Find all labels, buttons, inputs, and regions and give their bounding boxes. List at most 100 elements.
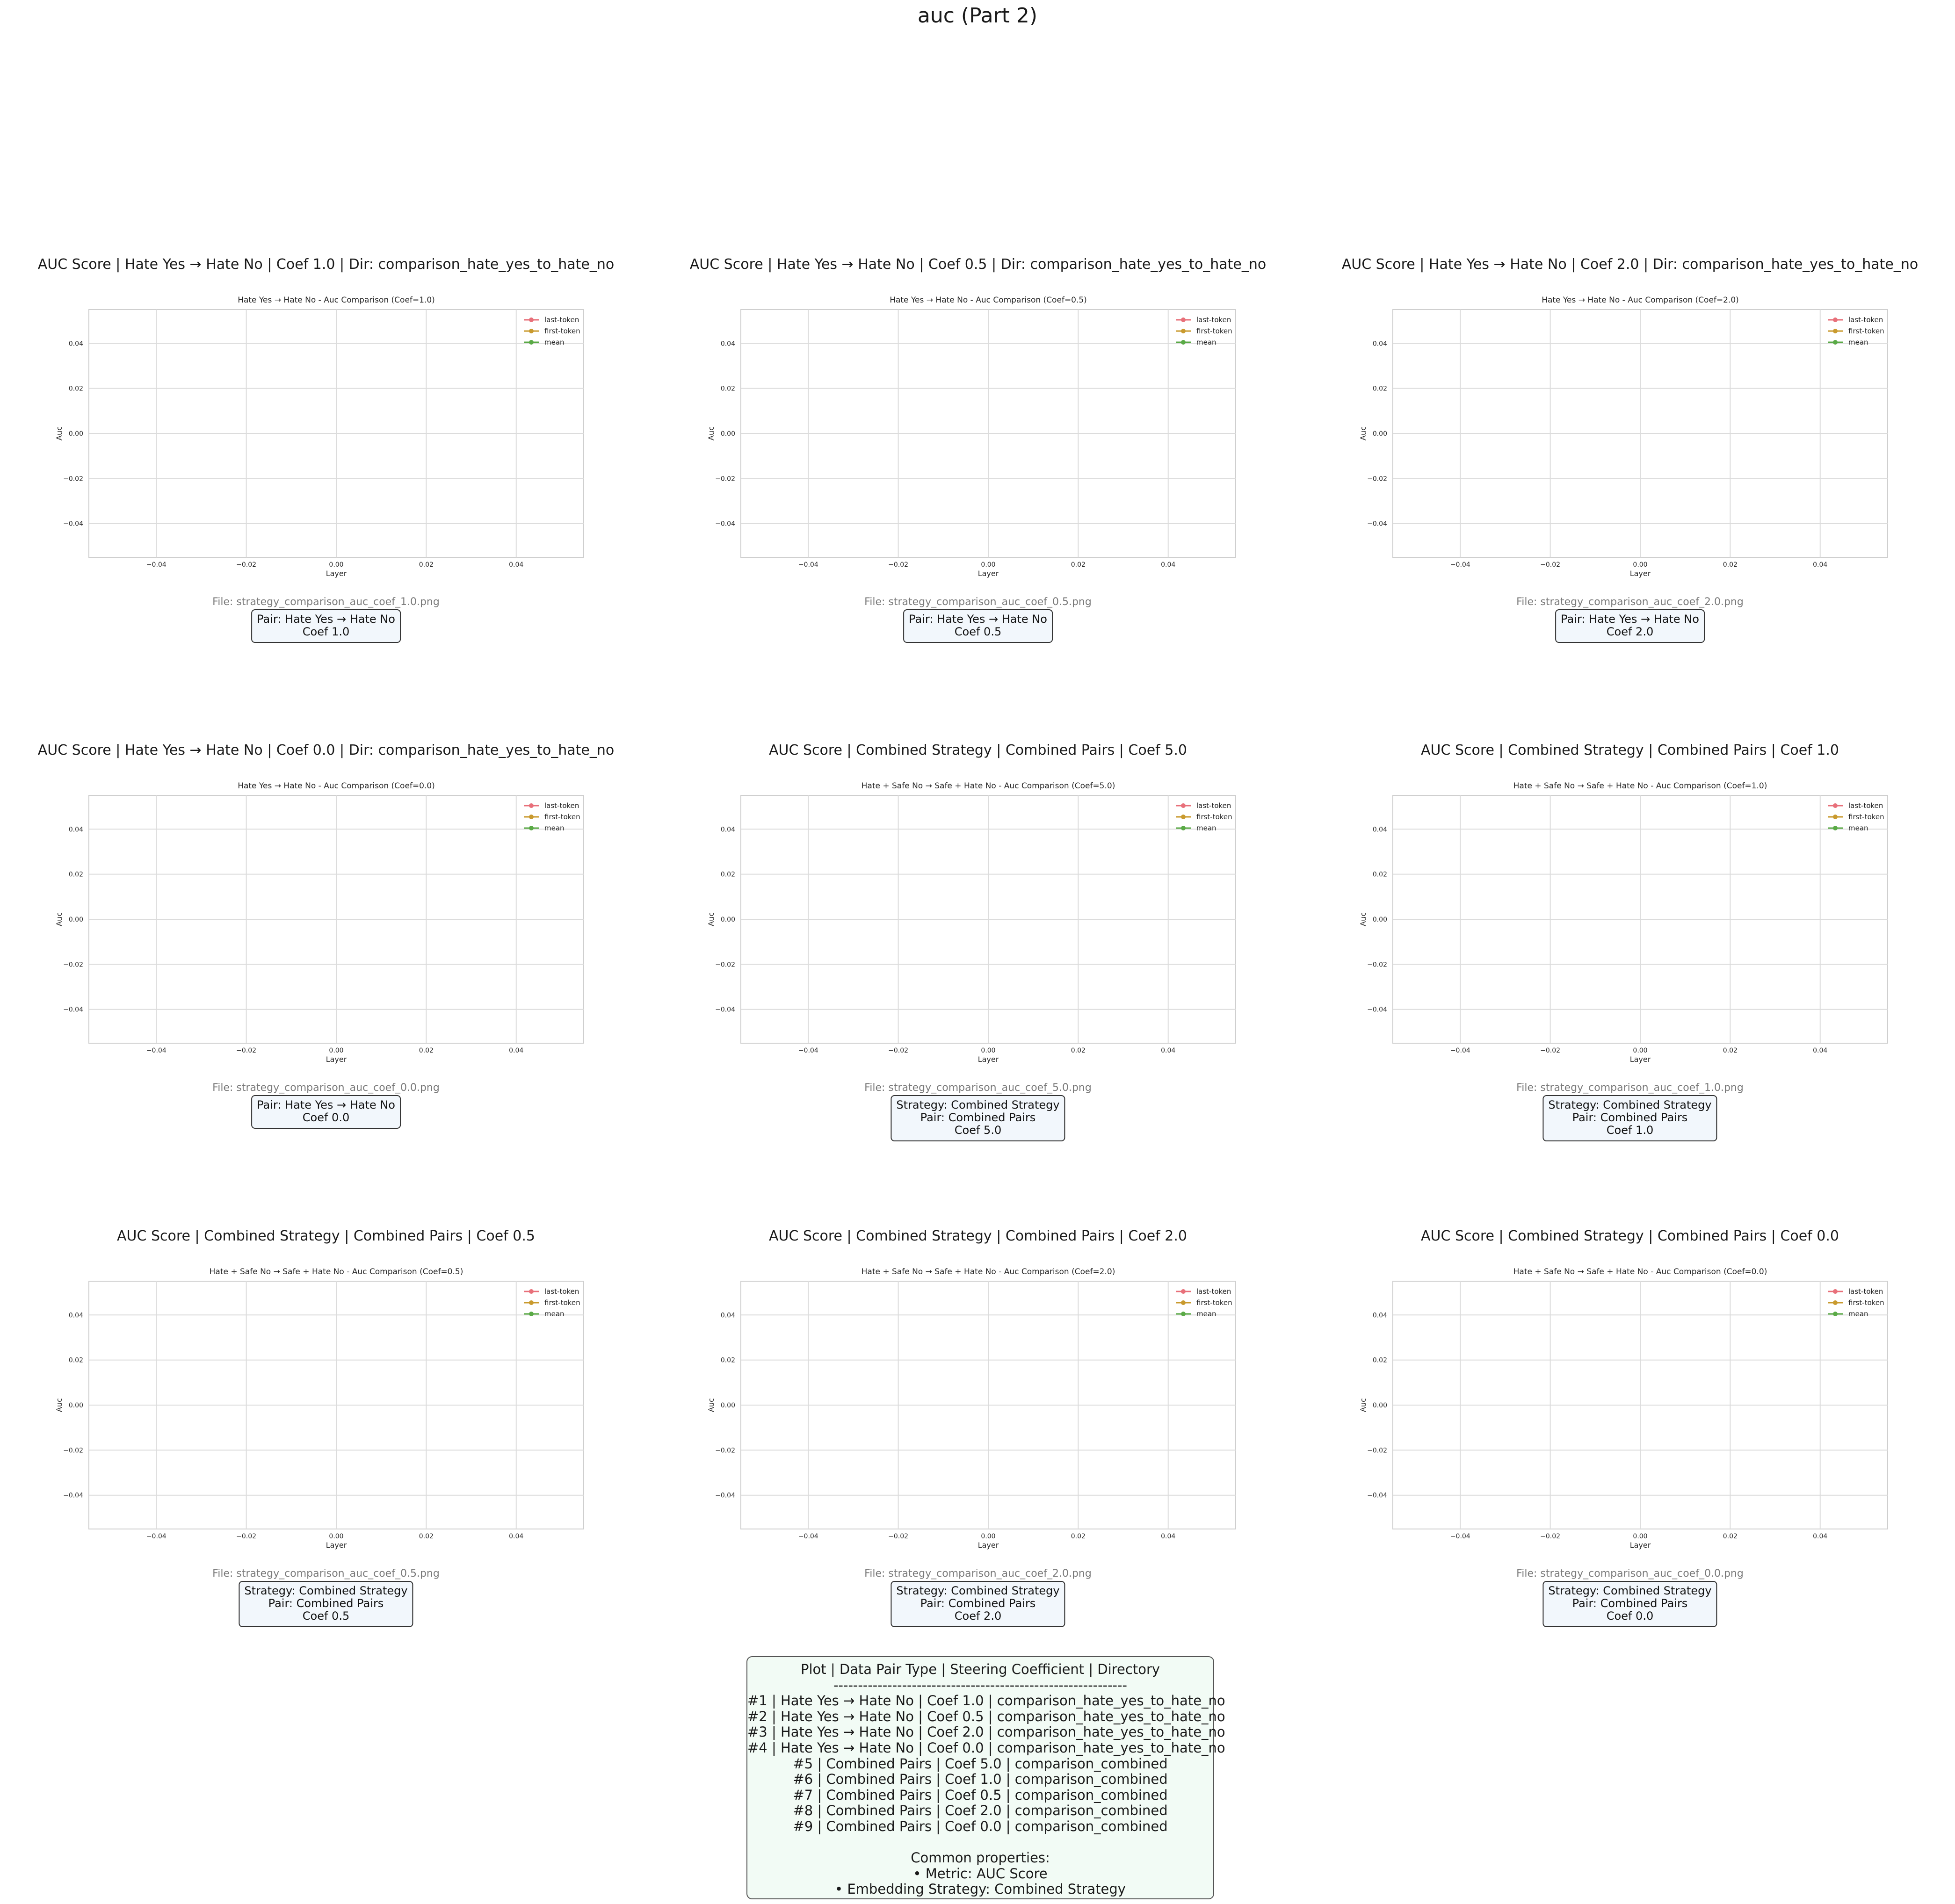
chart-title: Hate Yes → Hate No - Auc Comparison (Coe… <box>1542 296 1739 305</box>
y-tick-label: 0.02 <box>1373 1357 1387 1364</box>
x-axis-label: Layer <box>978 1541 999 1550</box>
legend-label-last-token: last-token <box>1196 1287 1231 1296</box>
y-tick-label: 0.02 <box>1373 385 1387 393</box>
legend-label-mean: mean <box>1848 338 1868 346</box>
subplot-title: AUC Score | Combined Strategy | Combined… <box>1421 742 1839 758</box>
x-tick-label: 0.00 <box>329 561 343 569</box>
y-tick-label: −0.02 <box>63 475 83 483</box>
subplot-panel: AUC Score | Hate Yes → Hate No | Coef 0.… <box>652 256 1304 743</box>
x-tick-label: −0.04 <box>146 561 167 569</box>
legend: last-token first-token mean <box>1828 801 1884 832</box>
subplot-panel: AUC Score | Combined Strategy | Combined… <box>1304 1228 1955 1714</box>
subplot-panel: AUC Score | Combined Strategy | Combined… <box>652 742 1304 1228</box>
y-tick-label: −0.04 <box>1367 520 1387 528</box>
y-tick-label: 0.04 <box>721 1312 735 1319</box>
legend-label-mean: mean <box>1196 1310 1216 1318</box>
y-tick-label: −0.02 <box>1367 475 1387 483</box>
legend-label-mean: mean <box>1848 824 1868 832</box>
legend-marker-mean <box>529 340 534 345</box>
y-tick-label: 0.00 <box>1373 1402 1387 1409</box>
legend-marker-mean <box>529 1312 534 1316</box>
legend-label-last-token: last-token <box>544 801 579 810</box>
legend-marker-first-token <box>529 329 534 333</box>
line-chart: Hate + Safe No → Safe + Hate No - Auc Co… <box>707 781 1236 1064</box>
legend-marker-last-token <box>529 803 534 808</box>
subplot-panel: AUC Score | Combined Strategy | Combined… <box>0 1228 652 1714</box>
x-tick-label: 0.04 <box>1161 561 1175 569</box>
y-tick-label: 0.04 <box>1373 826 1387 833</box>
legend-label-last-token: last-token <box>544 316 579 324</box>
legend-marker-mean <box>1181 826 1186 830</box>
chart-title: Hate Yes → Hate No - Auc Comparison (Coe… <box>238 781 435 791</box>
y-axis-label: Auc <box>1359 426 1368 440</box>
file-caption: File: strategy_comparison_auc_coef_5.0.p… <box>864 1082 1092 1094</box>
chart-title: Hate + Safe No → Safe + Hate No - Auc Co… <box>862 781 1115 791</box>
legend-marker-first-token <box>529 1300 534 1305</box>
chart-title: Hate + Safe No → Safe + Hate No - Auc Co… <box>210 1267 463 1277</box>
info-box-line: Coef 0.0 <box>1606 1609 1654 1623</box>
line-chart: Hate Yes → Hate No - Auc Comparison (Coe… <box>707 296 1236 578</box>
y-tick-label: 0.00 <box>69 430 83 438</box>
subplot-panel: AUC Score | Hate Yes → Hate No | Coef 1.… <box>0 256 652 743</box>
x-tick-label: −0.02 <box>1540 561 1560 569</box>
x-tick-label: −0.04 <box>1450 1533 1470 1540</box>
info-box-line: Coef 0.5 <box>302 1609 350 1623</box>
info-box-line: Pair: Hate Yes → Hate No <box>909 613 1047 626</box>
legend-marker-last-token <box>1181 1289 1186 1294</box>
legend-marker-first-token <box>529 815 534 819</box>
summary-line: #8 | Combined Pairs | Coef 2.0 | compari… <box>793 1803 1168 1819</box>
subplot-title: AUC Score | Hate Yes → Hate No | Coef 0.… <box>37 742 615 758</box>
legend-marker-mean <box>529 826 534 830</box>
x-tick-label: −0.04 <box>1450 1047 1470 1054</box>
x-tick-label: −0.02 <box>1540 1047 1560 1054</box>
line-chart: Hate + Safe No → Safe + Hate No - Auc Co… <box>1359 1267 1888 1550</box>
info-box: Pair: Hate Yes → Hate No Coef 2.0 <box>1555 609 1705 643</box>
x-tick-label: 0.00 <box>1633 1047 1647 1054</box>
y-tick-label: 0.02 <box>69 871 83 879</box>
info-box-line: Strategy: Combined Strategy <box>1548 1098 1712 1111</box>
y-tick-label: −0.02 <box>715 1447 735 1454</box>
chart-title: Hate + Safe No → Safe + Hate No - Auc Co… <box>862 1267 1115 1277</box>
y-tick-label: 0.04 <box>1373 1312 1387 1319</box>
subplot-title: AUC Score | Hate Yes → Hate No | Coef 2.… <box>1341 256 1919 273</box>
legend-marker-mean <box>1833 1312 1838 1316</box>
legend: last-token first-token mean <box>1828 316 1884 346</box>
summary-line: #3 | Hate Yes → Hate No | Coef 2.0 | com… <box>747 1724 1225 1740</box>
summary-line: #6 | Combined Pairs | Coef 1.0 | compari… <box>793 1771 1168 1788</box>
info-box-line: Coef 1.0 <box>1606 1124 1654 1137</box>
summary-line: #5 | Combined Pairs | Coef 5.0 | compari… <box>793 1755 1168 1772</box>
y-tick-label: 0.04 <box>69 1312 83 1319</box>
legend-marker-first-token <box>1181 815 1186 819</box>
y-tick-label: −0.04 <box>715 1492 735 1500</box>
summary-line: ----------------------------------------… <box>833 1677 1127 1693</box>
x-tick-label: 0.02 <box>1071 561 1086 569</box>
line-chart: Hate + Safe No → Safe + Hate No - Auc Co… <box>55 1267 584 1550</box>
y-tick-label: −0.02 <box>715 961 735 968</box>
legend: last-token first-token mean <box>1176 1287 1232 1318</box>
legend: last-token first-token mean <box>1176 316 1232 346</box>
y-tick-label: 0.04 <box>721 826 735 833</box>
y-tick-label: 0.02 <box>69 385 83 393</box>
x-tick-label: 0.04 <box>1161 1047 1175 1054</box>
legend-label-mean: mean <box>544 338 565 346</box>
x-axis-label: Layer <box>326 569 347 578</box>
legend-marker-last-token <box>1833 803 1838 808</box>
legend: last-token first-token mean <box>1828 1287 1884 1318</box>
legend-label-first-token: first-token <box>1848 813 1884 821</box>
y-tick-label: −0.02 <box>715 475 735 483</box>
file-caption: File: strategy_comparison_auc_coef_0.0.p… <box>1516 1568 1744 1579</box>
info-box-line: Pair: Hate Yes → Hate No <box>257 613 395 626</box>
legend-marker-mean <box>1181 340 1186 345</box>
legend-marker-last-token <box>1833 1289 1838 1294</box>
legend-label-first-token: first-token <box>1196 1298 1232 1307</box>
legend-label-mean: mean <box>1196 338 1216 346</box>
info-box: Pair: Hate Yes → Hate No Coef 1.0 <box>251 609 401 643</box>
summary-line: #2 | Hate Yes → Hate No | Coef 0.5 | com… <box>747 1708 1225 1724</box>
legend-marker-last-token <box>529 317 534 322</box>
subplot-title: AUC Score | Combined Strategy | Combined… <box>117 1228 535 1244</box>
x-tick-label: −0.02 <box>236 1047 256 1054</box>
x-tick-label: 0.02 <box>1723 1047 1738 1054</box>
chart-title: Hate Yes → Hate No - Auc Comparison (Coe… <box>890 296 1087 305</box>
summary-line: #7 | Combined Pairs | Coef 0.5 | compari… <box>793 1787 1168 1803</box>
subplot-title: AUC Score | Combined Strategy | Combined… <box>1421 1228 1839 1244</box>
